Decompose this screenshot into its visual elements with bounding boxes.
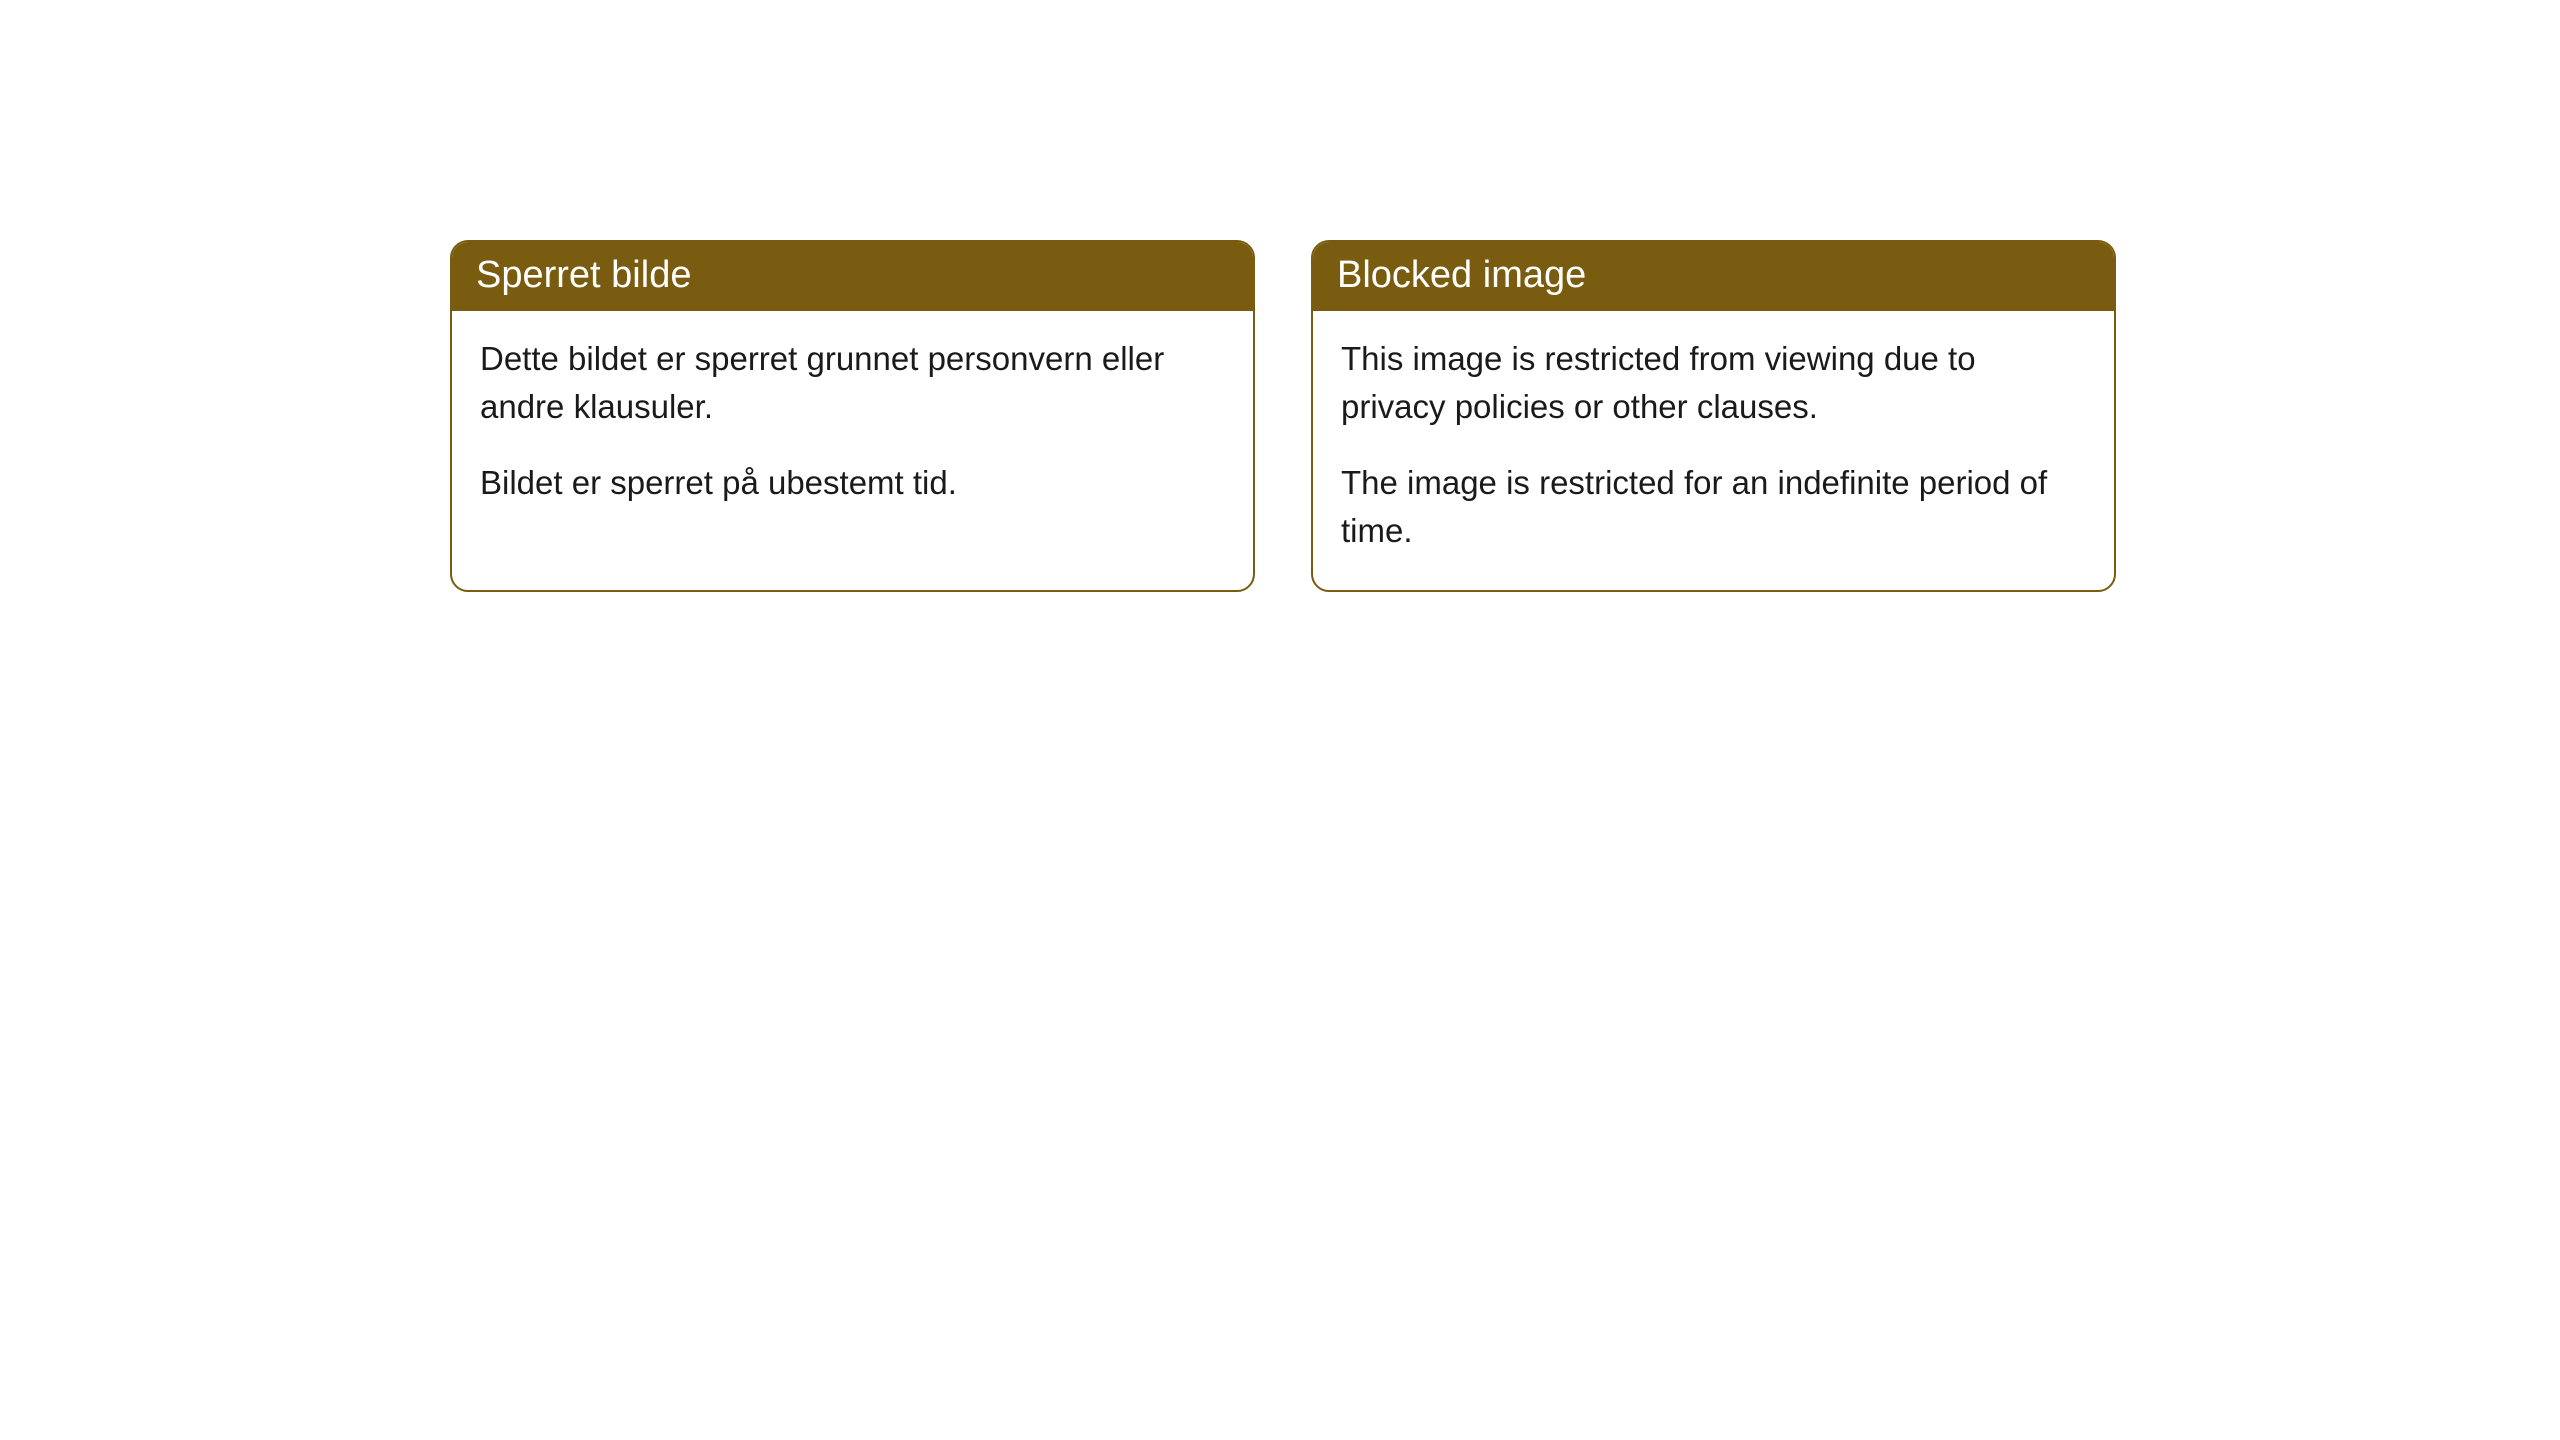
card-paragraph-2: The image is restricted for an indefinit…	[1341, 459, 2086, 555]
card-title: Blocked image	[1337, 254, 1586, 296]
card-paragraph-1: Dette bildet er sperret grunnet personve…	[480, 335, 1225, 431]
card-header: Sperret bilde	[452, 242, 1253, 311]
card-header: Blocked image	[1313, 242, 2114, 311]
notice-card-norwegian: Sperret bilde Dette bildet er sperret gr…	[450, 240, 1255, 592]
notice-card-english: Blocked image This image is restricted f…	[1311, 240, 2116, 592]
card-paragraph-2: Bildet er sperret på ubestemt tid.	[480, 459, 1225, 507]
card-title: Sperret bilde	[476, 254, 691, 296]
card-body: This image is restricted from viewing du…	[1313, 311, 2114, 590]
card-paragraph-1: This image is restricted from viewing du…	[1341, 335, 2086, 431]
card-body: Dette bildet er sperret grunnet personve…	[452, 311, 1253, 543]
notice-container: Sperret bilde Dette bildet er sperret gr…	[450, 240, 2116, 592]
